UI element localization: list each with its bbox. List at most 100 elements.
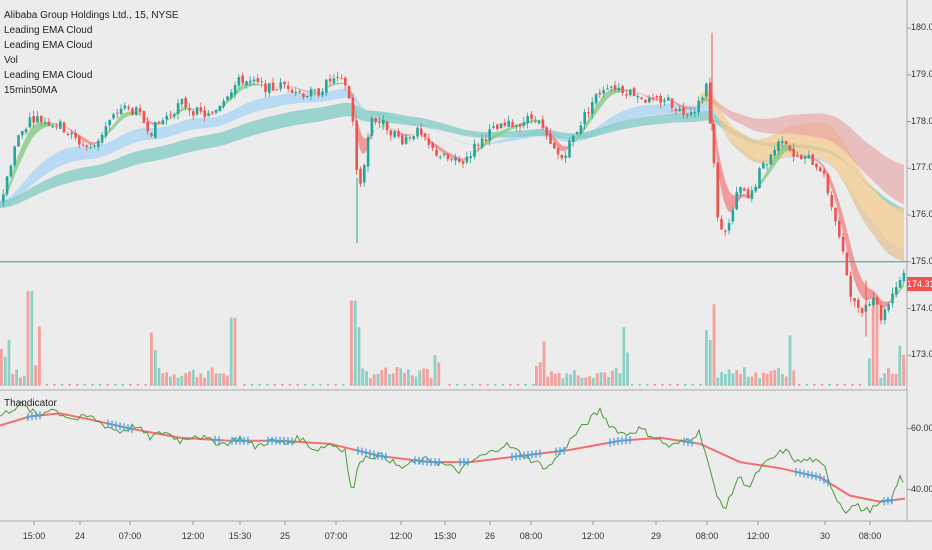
fast-ema-ribbon-segment (282, 85, 284, 87)
fast-ema-ribbon-segment (468, 156, 470, 159)
candle-body (492, 126, 495, 128)
volume-bar (153, 350, 157, 386)
volume-bar (172, 374, 176, 386)
fast-ema-ribbon-segment (252, 83, 254, 87)
candle-body (549, 133, 552, 144)
chart-title: Alibaba Group Holdings Ltd., 15, NYSE (4, 10, 179, 21)
candle-body (374, 118, 377, 123)
candle-body (385, 121, 389, 131)
candle-body (176, 103, 180, 115)
volume-bar (836, 384, 839, 386)
candle-body (621, 86, 624, 94)
volume-bar (34, 365, 37, 386)
fast-ema-ribbon-segment (830, 176, 832, 191)
candle-body (446, 154, 450, 160)
fast-ema-ribbon-segment (508, 127, 510, 132)
legend-item[interactable]: Leading EMA Cloud (4, 70, 93, 81)
fast-ema-ribbon-segment (358, 122, 360, 150)
volume-bar (599, 372, 603, 386)
legend-item[interactable]: Vol (4, 55, 18, 66)
time-tick-label: 15:30 (433, 531, 457, 541)
time-tick-label: 25 (279, 531, 291, 541)
volume-bar (557, 372, 561, 386)
candle-body (290, 89, 294, 93)
fast-ema-ribbon-segment (328, 84, 330, 89)
fast-ema-ribbon-segment (704, 97, 706, 101)
fast-ema-ribbon-segment (26, 133, 28, 150)
candle-body (150, 133, 153, 136)
candle-body (142, 111, 146, 123)
candle-body (705, 83, 708, 97)
candle-body (207, 113, 210, 117)
fast-ema-ribbon-segment (20, 145, 22, 163)
candle-body (450, 158, 453, 160)
fast-ema-ribbon-segment (772, 159, 774, 170)
candle-body (815, 163, 818, 168)
candle-body (192, 111, 195, 116)
fast-ema-ribbon-segment (884, 301, 886, 308)
candle-body (325, 79, 328, 93)
price-tick-label: 175.00 (911, 255, 932, 266)
candle-body (431, 143, 434, 149)
candle-body (336, 77, 339, 79)
candle-body (613, 85, 617, 91)
candle-body (591, 101, 594, 114)
fast-ema-ribbon-segment (450, 153, 452, 158)
candle-body (59, 121, 62, 129)
fast-ema-ribbon-segment (380, 126, 382, 128)
candle-body (537, 120, 541, 124)
candle-body (553, 142, 556, 149)
candle-body (868, 304, 871, 306)
volume-bar (157, 367, 161, 386)
indicator-label[interactable]: Thandicator (4, 398, 57, 409)
candle-body (423, 133, 427, 137)
fast-ema-ribbon-segment (384, 125, 386, 128)
candle-body (602, 90, 605, 94)
candle-body (857, 299, 860, 308)
fast-ema-ribbon-segment (414, 133, 416, 135)
fast-ema-ribbon-segment (556, 139, 558, 148)
volume-bar (777, 368, 780, 386)
volume-bar (22, 375, 26, 386)
candle-body (708, 82, 712, 124)
candle-body (127, 107, 130, 109)
fast-ema-ribbon-segment (848, 234, 850, 264)
fast-ema-ribbon-segment (194, 109, 196, 111)
legend-item[interactable]: 15min50MA (4, 85, 58, 96)
fast-ema-ribbon-segment (780, 146, 782, 159)
candle-body (830, 195, 833, 207)
volume-bar (136, 384, 140, 386)
fast-ema-ribbon-segment (128, 111, 130, 117)
candle-body (655, 96, 659, 98)
volume-bar (448, 384, 451, 386)
volume-bar (820, 384, 824, 386)
candle-body (617, 87, 621, 91)
volume-bar (781, 373, 784, 386)
candle-body (363, 165, 366, 183)
fast-ema-ribbon-segment (506, 127, 508, 133)
fast-ema-ribbon-segment (84, 137, 86, 143)
candle-body (632, 88, 636, 97)
candle-body (480, 138, 484, 148)
legend-item[interactable]: Leading EMA Cloud (4, 40, 93, 51)
volume-bar (828, 384, 831, 386)
candle-body (328, 78, 332, 82)
candle-body (412, 136, 415, 140)
candle-body (746, 189, 750, 199)
candle-body (811, 154, 814, 165)
fast-ema-ribbon-segment (168, 117, 170, 121)
legend-item[interactable]: Leading EMA Cloud (4, 25, 93, 36)
volume-bar (684, 384, 687, 386)
fast-ema-ribbon-segment (500, 130, 502, 136)
candle-body (530, 114, 533, 120)
fast-ema-ribbon-segment (308, 90, 310, 93)
candle-body (568, 140, 571, 158)
fast-ema-ribbon-segment (816, 159, 818, 163)
volume-bar (592, 378, 595, 386)
fast-ema-ribbon-segment (708, 101, 710, 110)
fast-ema-ribbon-segment (498, 131, 500, 137)
time-tick-label: 08:00 (519, 531, 543, 541)
candle-body (252, 79, 256, 82)
fast-ema-ribbon-segment (118, 116, 120, 124)
